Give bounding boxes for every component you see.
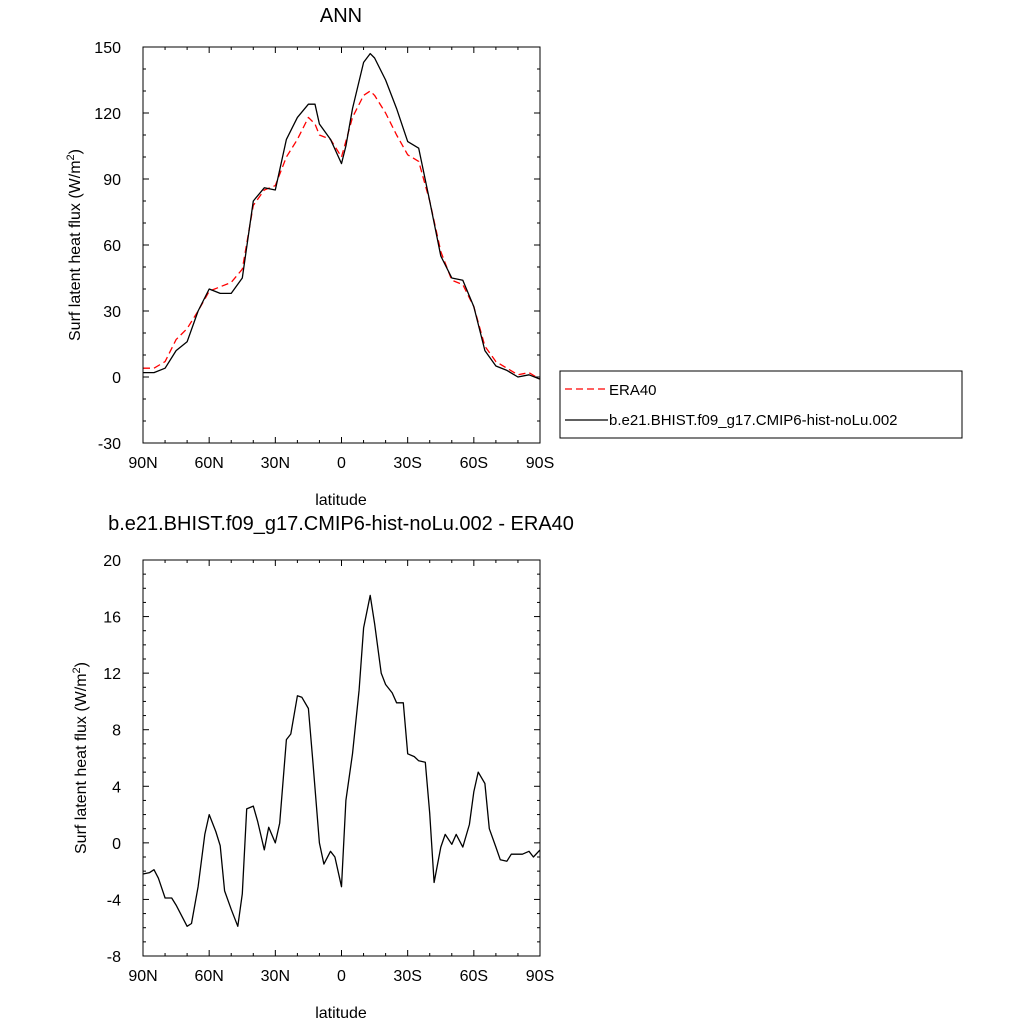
y-tick-label: 0 [112,836,121,853]
x-tick-label: 60N [194,455,223,472]
y-tick-label: 20 [103,553,121,570]
x-tick-label: 90S [526,968,554,985]
x-tick-label: 0 [337,455,346,472]
x-tick-label: 90N [128,968,157,985]
y-tick-label: -8 [107,949,121,966]
y-tick-label: -4 [107,892,121,909]
x-tick-label: 90N [128,455,157,472]
x-tick-label: 90S [526,455,554,472]
legend-box [559,370,963,439]
y-tick-label: 150 [94,40,121,57]
legend-label-model: b.e21.BHIST.f09_g17.CMIP6-hist-noLu.002 [609,412,898,429]
x-tick-label: 60S [460,968,488,985]
y-tick-label: 60 [103,238,121,255]
legend: ERA40 b.e21.BHIST.f09_g17.CMIP6-hist-noL… [559,370,963,439]
y-tick-label: 8 [112,723,121,740]
chart-difference: b.e21.BHIST.f09_g17.CMIP6-hist-noLu.002 … [71,513,574,1022]
chart-climatology: ANN 90N 60N 30N 0 30S 60S 90S-300306090120150 … [65,5,963,509]
y-tick-label: 0 [112,370,121,387]
x-tick-label: 60S [460,455,488,472]
x-tick-label: 30S [393,968,421,985]
x-tick-label: 30N [261,455,290,472]
x-tick-label: 0 [337,968,346,985]
chart-title: ANN [320,5,362,27]
series-line-model [142,594,541,927]
y-tick-label: -30 [98,436,121,453]
y-tick-label: 30 [103,304,121,321]
chart-title: b.e21.BHIST.f09_g17.CMIP6-hist-noLu.002 … [108,513,574,535]
legend-label-era40: ERA40 [609,382,657,399]
y-tick-label: 16 [103,610,121,627]
plot-frame [142,46,541,444]
series-line-model [143,52,541,380]
x-axis-label: latitude [315,1005,367,1022]
y-tick-label: 12 [103,666,121,683]
y-axis-label: Surf latent heat flux (W/m2) [65,149,84,341]
y-tick-label: 90 [103,172,121,189]
x-tick-label: 60N [194,968,223,985]
x-tick-label: 30S [393,455,421,472]
plot-frame [142,559,541,957]
x-tick-label: 30N [261,968,290,985]
y-tick-label: 4 [112,779,121,796]
y-axis-label: Surf latent heat flux (W/m2) [71,662,90,854]
x-axis-label: latitude [315,492,367,509]
y-tick-label: 120 [94,106,121,123]
